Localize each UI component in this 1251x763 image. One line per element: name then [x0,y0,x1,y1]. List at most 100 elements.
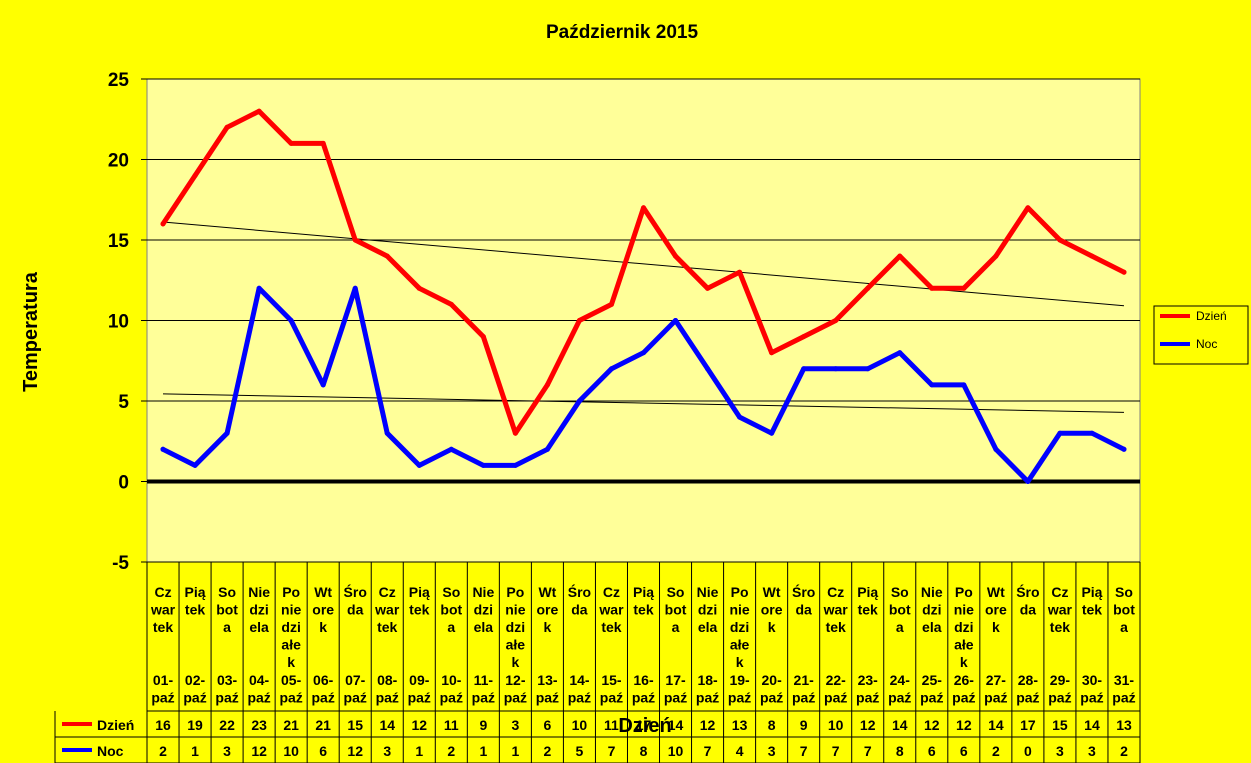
date-label: 05- [281,672,302,688]
day-name-label: dzi [730,619,749,635]
date-label: 03- [217,672,238,688]
date-label: 10- [441,672,462,688]
day-name-label: Nie [921,584,943,600]
day-name-label: tek [858,602,878,618]
date-label: paź [1016,690,1039,706]
date-label: paź [600,690,623,706]
data-point [641,205,646,211]
day-name-label: So [667,584,685,600]
day-name-label: Po [955,584,973,600]
day-name-label: ore [985,602,1007,618]
day-name-label: Cz [1051,584,1068,600]
day-name-label: k [544,619,552,635]
data-point [192,173,198,179]
table-value: 8 [896,743,904,759]
table-value: 12 [956,717,972,733]
date-label: 16- [633,672,654,688]
table-value: 2 [447,743,455,759]
trendline [162,221,1125,307]
data-point [256,285,262,291]
date-label: paź [472,690,495,706]
date-label: paź [952,690,975,706]
day-name-label: bot [216,602,238,618]
date-label: 13- [537,672,558,688]
table-value: 6 [319,743,327,759]
date-label: 12- [505,672,526,688]
date-label: paź [728,690,751,706]
table-value: 6 [928,743,936,759]
date-label: 15- [601,672,622,688]
data-point [1089,430,1095,436]
day-name-label: ore [761,602,783,618]
table-value: 14 [988,717,1004,733]
data-point [288,140,294,146]
date-label: paź [1112,690,1135,706]
table-value: 8 [640,743,648,759]
plot-area: 25 20 15 10 5 0 -5 [108,70,1141,574]
data-point [801,366,807,372]
data-point [1025,205,1031,211]
data-point [1025,479,1031,484]
y-tick-label: 15 [108,231,130,252]
day-name-label: Nie [697,584,719,600]
day-name-label: dzi [954,619,973,635]
day-name-label: dzi [474,602,493,618]
table-value: 12 [347,743,363,759]
day-name-label: Wt [987,584,1005,600]
data-point [993,253,999,259]
trendline [163,393,1124,413]
data-point [865,285,871,291]
day-name-label: war [823,602,849,618]
date-label: 29- [1050,672,1071,688]
date-label: paź [1080,690,1103,706]
day-name-label: ela [474,619,494,635]
day-name-label: Cz [827,584,844,600]
data-point [224,430,230,436]
data-point [897,253,903,259]
y-tick-label: -5 [112,553,129,574]
table-value: 15 [1052,717,1068,733]
data-point [352,285,358,291]
day-name-label: a [1120,619,1128,635]
data-point [352,237,358,243]
table-value: 10 [668,743,684,759]
data-point [288,318,294,323]
table-value: 10 [283,743,299,759]
data-point [224,124,230,130]
date-label: 09- [409,672,430,688]
day-name-label: tek [377,619,397,635]
table-value: 14 [379,717,395,733]
table-value: 12 [251,743,267,759]
day-name-label: Po [506,584,524,600]
day-name-label: ałe [281,637,301,653]
day-name-label: k [511,654,519,670]
legend: Dzień Noc [1153,305,1249,365]
day-name-label: da [347,602,364,618]
day-name-label: k [768,619,776,635]
data-point [1057,237,1063,243]
date-label: 14- [569,672,590,688]
date-label: paź [279,690,302,706]
date-label: 08- [377,672,398,688]
table-value: 13 [732,717,748,733]
date-label: paź [696,690,719,706]
date-label: 28- [1018,672,1039,688]
day-name-label: bot [889,602,911,618]
y-tick-label: 20 [108,151,129,172]
data-point [833,366,839,372]
data-point [673,318,679,323]
table-value: 15 [347,717,363,733]
data-point [993,446,999,452]
data-point [673,253,679,259]
date-label: paź [536,690,559,706]
date-label: paź [856,690,879,706]
data-point [192,462,198,468]
day-name-label: Śro [792,583,815,600]
day-name-label: Po [282,584,300,600]
day-name-label: Pią [409,584,430,600]
day-name-label: Cz [603,584,620,600]
data-point [1089,253,1095,259]
day-name-label: k [736,654,744,670]
table-value: 5 [576,743,584,759]
table-value: 16 [155,717,171,733]
